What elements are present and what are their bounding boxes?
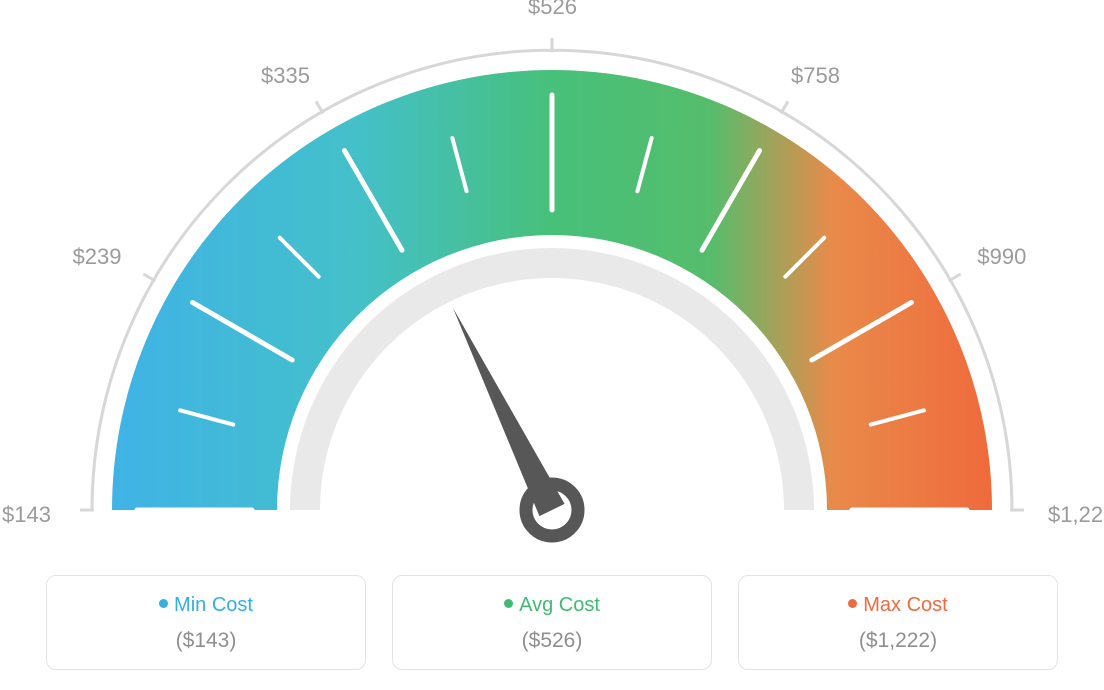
gauge-tick-label: $1,222 <box>1048 502 1104 528</box>
legend-max-title: Max Cost <box>749 594 1047 617</box>
dot-icon <box>848 599 857 608</box>
legend-card-min: Min Cost ($143) <box>46 575 366 670</box>
legend-avg-label: Avg Cost <box>519 594 600 616</box>
legend-max-value: ($1,222) <box>749 629 1047 653</box>
legend-card-avg: Avg Cost ($526) <box>392 575 712 670</box>
gauge-tick-label: $758 <box>791 63 840 89</box>
gauge-tick-label: $335 <box>261 63 310 89</box>
legend-avg-title: Avg Cost <box>403 594 701 617</box>
legend-avg-value: ($526) <box>403 629 701 653</box>
gauge-tick-label: $526 <box>528 0 577 20</box>
legend-max-label: Max Cost <box>863 594 947 616</box>
dot-icon <box>159 599 168 608</box>
cost-gauge-widget: $143 $239 $335 $526 $758 $990 $1,222 Min Cost … <box>0 0 1104 690</box>
gauge-tick-label: $143 <box>2 502 51 528</box>
legend-min-value: ($143) <box>57 629 355 653</box>
gauge-svg <box>0 0 1104 560</box>
gauge-tick-label: $239 <box>73 244 122 270</box>
legend-min-title: Min Cost <box>57 594 355 617</box>
legend-min-label: Min Cost <box>174 594 253 616</box>
gauge-area: $143 $239 $335 $526 $758 $990 $1,222 <box>0 0 1104 560</box>
gauge-tick-label: $990 <box>977 244 1026 270</box>
legend-card-max: Max Cost ($1,222) <box>738 575 1058 670</box>
legend-row: Min Cost ($143) Avg Cost ($526) Max Cost… <box>0 575 1104 670</box>
dot-icon <box>504 599 513 608</box>
